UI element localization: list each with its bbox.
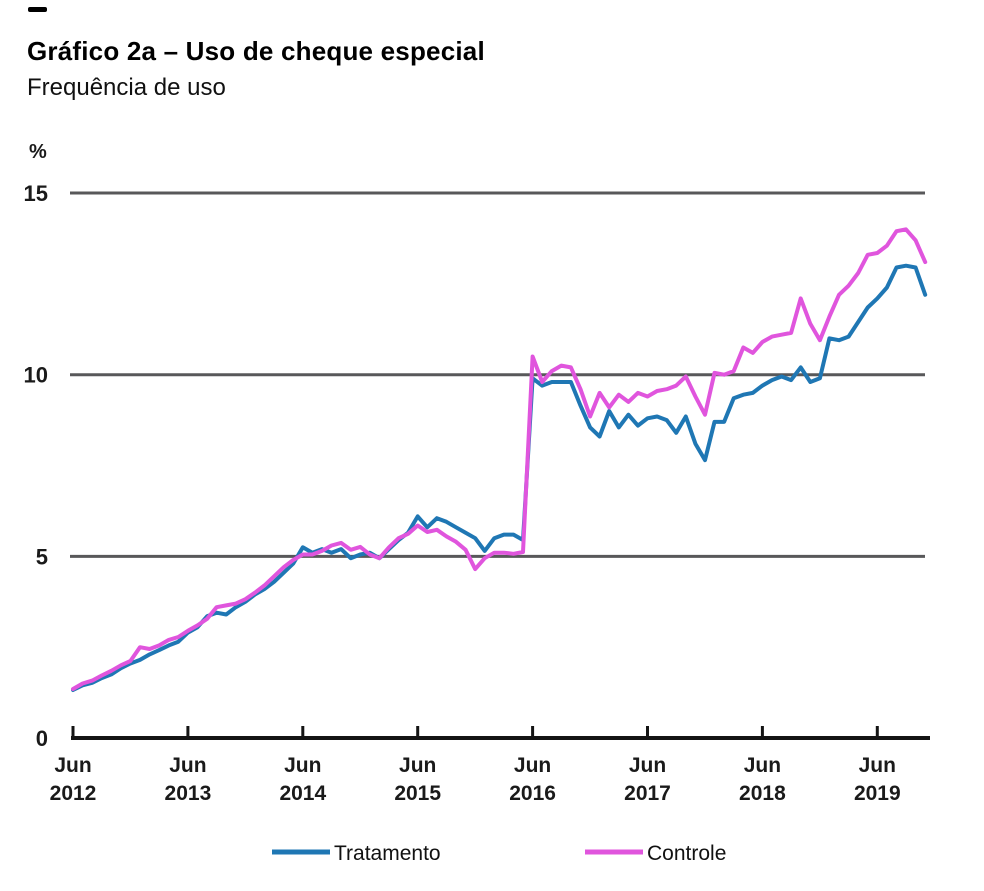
x-tick-month-2019: Jun xyxy=(859,754,896,777)
x-tick-month-2015: Jun xyxy=(399,754,436,777)
x-tick-year-2019: 2019 xyxy=(854,782,901,805)
x-tick-month-2012: Jun xyxy=(54,754,91,777)
series-line-tratamento xyxy=(71,263,928,692)
x-tick-year-2013: 2013 xyxy=(165,782,212,805)
page-title: Gráfico 2a – Uso de cheque especial xyxy=(27,36,485,66)
legend-label-tratamento: Tratamento xyxy=(334,842,441,865)
x-tick-month-2016: Jun xyxy=(514,754,551,777)
x-tick-year-2014: 2014 xyxy=(279,782,326,805)
y-axis-unit-label: % xyxy=(29,141,47,163)
x-tick-year-2016: 2016 xyxy=(509,782,556,805)
page-subtitle: Frequência de uso xyxy=(27,74,226,101)
x-tick-month-2018: Jun xyxy=(744,754,781,777)
x-tick-month-2014: Jun xyxy=(284,754,321,777)
x-tick-year-2018: 2018 xyxy=(739,782,786,805)
y-tick-label-15: 15 xyxy=(24,181,48,206)
x-tick-month-2017: Jun xyxy=(629,754,666,777)
legend-label-controle: Controle xyxy=(647,842,726,865)
y-tick-label-0: 0 xyxy=(36,726,48,751)
x-tick-year-2017: 2017 xyxy=(624,782,671,805)
y-tick-label-10: 10 xyxy=(24,363,48,388)
series-line-controle xyxy=(71,227,928,691)
stray-ink-mark xyxy=(28,7,47,12)
x-tick-year-2012: 2012 xyxy=(50,782,97,805)
x-tick-year-2015: 2015 xyxy=(394,782,441,805)
y-tick-label-5: 5 xyxy=(36,544,48,569)
x-tick-month-2013: Jun xyxy=(169,754,206,777)
